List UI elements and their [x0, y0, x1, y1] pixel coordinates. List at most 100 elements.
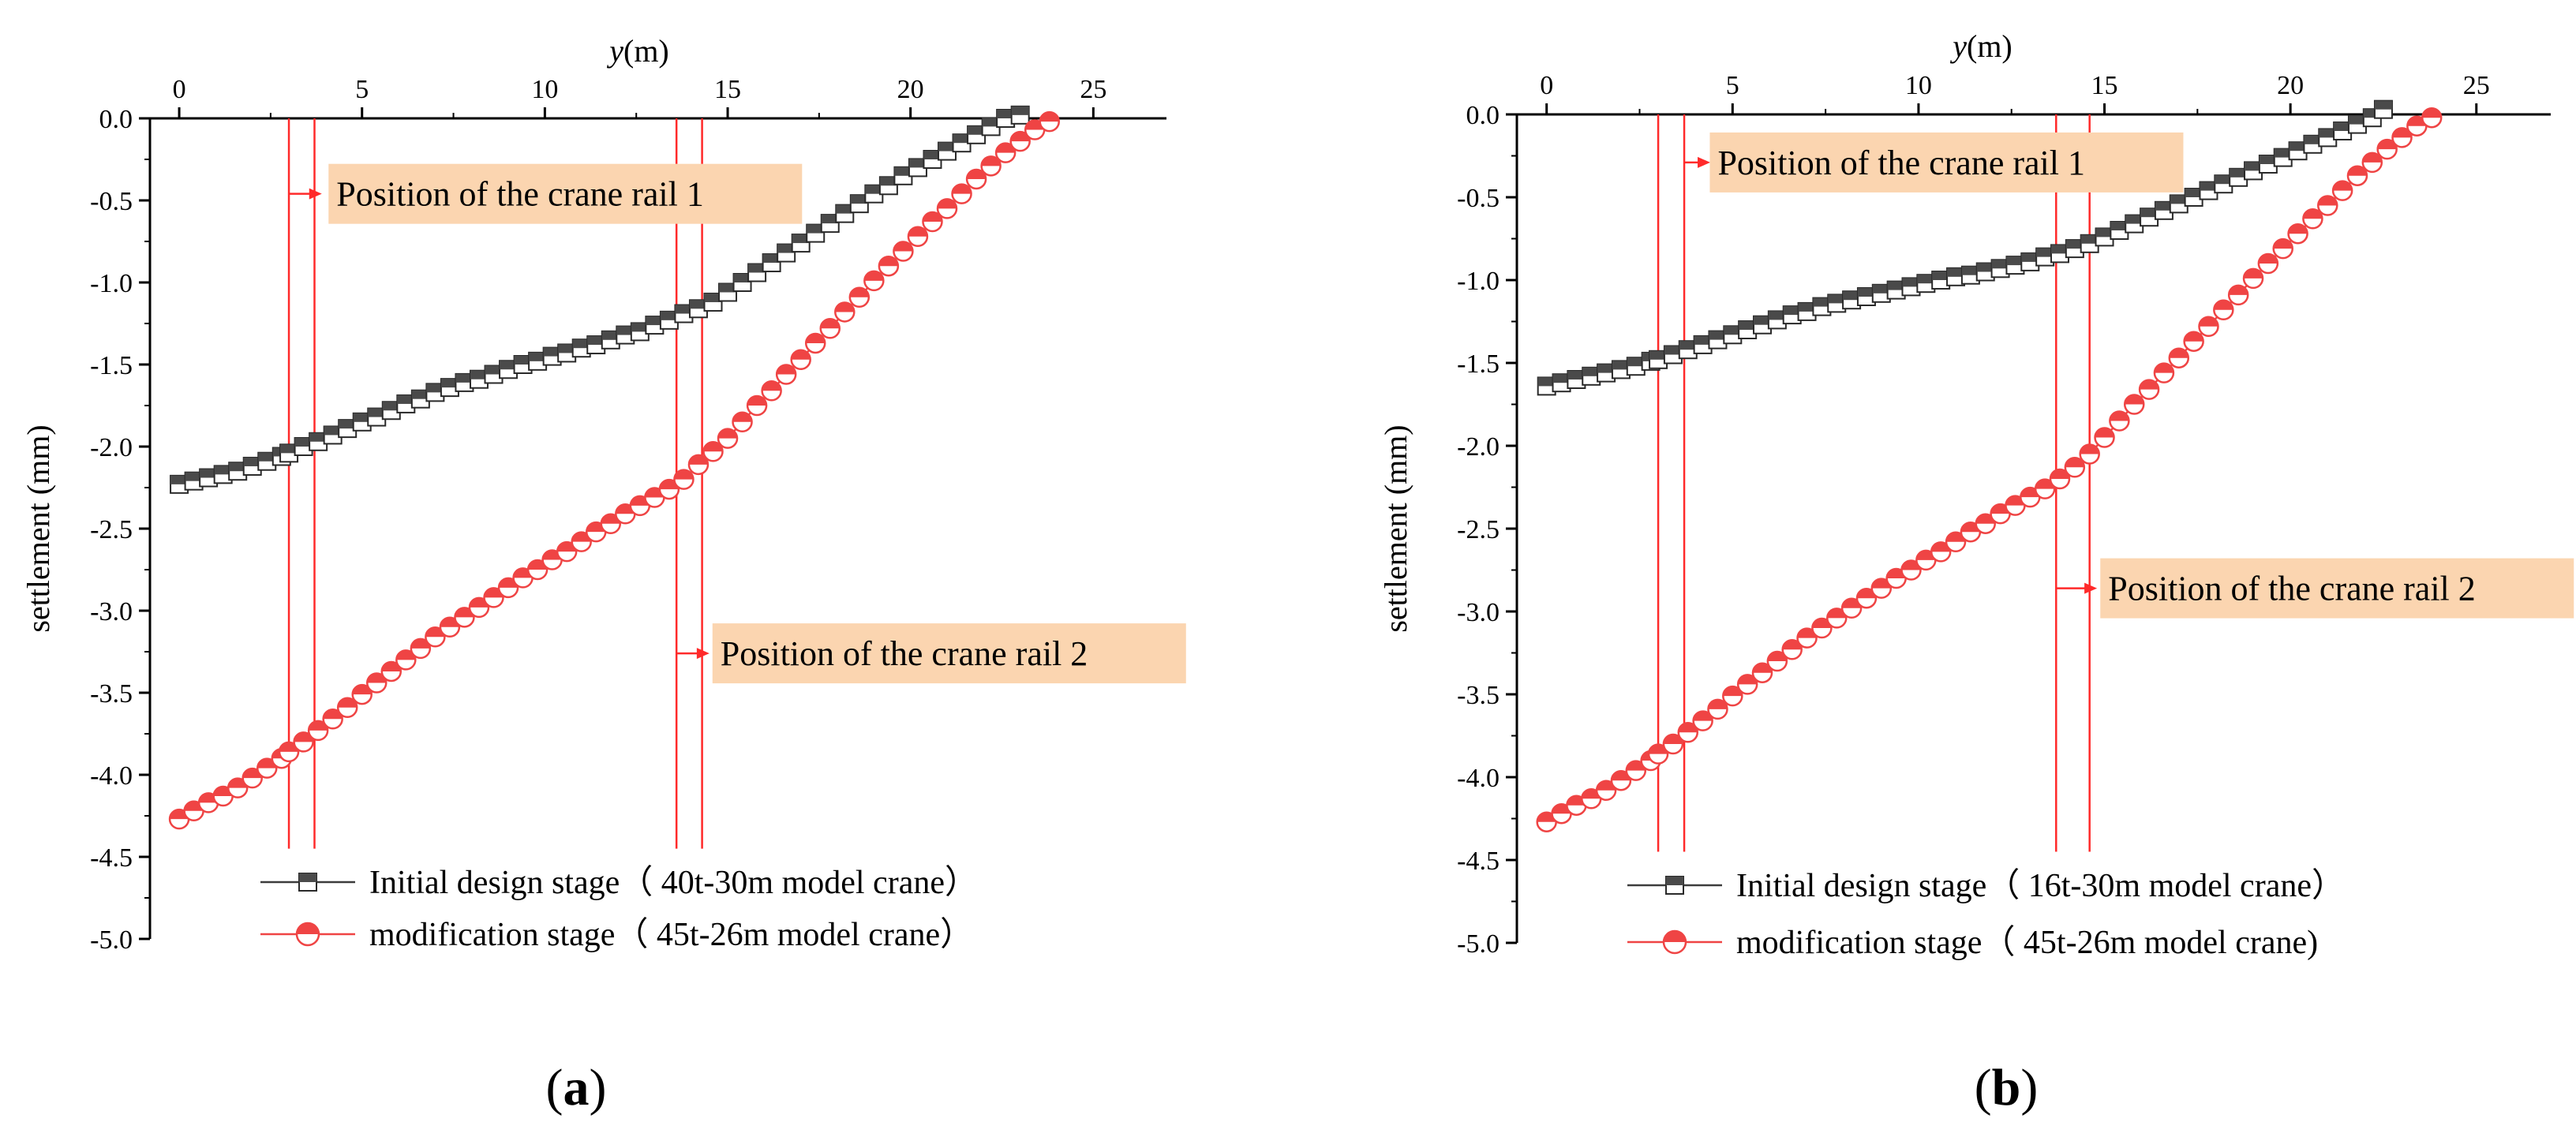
x-tick-label: 5 [1726, 71, 1739, 100]
data-point [893, 241, 914, 262]
data-point [469, 369, 489, 389]
data-point [791, 234, 811, 253]
x-axis-title: y(m) [1949, 28, 2012, 64]
data-point [2020, 486, 2041, 508]
y-tick-label: -1.5 [1457, 350, 1500, 379]
data-point [2257, 252, 2279, 275]
y-tick-label: -2.0 [1457, 432, 1500, 462]
y-ticks: 0.0 -0.5 -1.0 -1.5 -2.0 -2.5 -3.0 -3.5 -4.0 -4.5 -… [90, 105, 150, 955]
rail-lines [1657, 114, 2091, 852]
rail-lines [287, 118, 703, 849]
annotation-label: Position of the crane rail 2 [721, 634, 1088, 673]
data-point [2183, 331, 2204, 352]
x-axis-title: y(m) [606, 33, 669, 69]
x-tick-label: 10 [1905, 71, 1932, 100]
data-point [965, 168, 987, 190]
legend: Initial design stage（ 40t-30m model cran… [260, 865, 978, 953]
y-ticks: 0.0 -0.5 -1.0 -1.5 -2.0 -2.5 -3.0 -3.5 -4.0 -4.5 -… [1457, 101, 1517, 959]
annotation-box [1709, 132, 2184, 193]
data-point [410, 638, 432, 660]
data-point [242, 456, 262, 476]
data-point [571, 531, 592, 552]
data-point [455, 372, 474, 392]
data-point [703, 292, 723, 312]
data-point [732, 273, 752, 292]
data-point [1010, 105, 1030, 125]
data-point [775, 364, 797, 385]
data-point [2034, 478, 2056, 499]
y-tick-label: -4.0 [1457, 764, 1500, 793]
data-point [2346, 165, 2368, 186]
annotation-label: Position of the crane rail 1 [1717, 144, 2085, 182]
data-point [835, 204, 855, 223]
legend-marker-square-fill [299, 873, 316, 882]
data-point [1916, 274, 1936, 294]
plot-area: 0.0 -0.5 -1.0 -1.5 -2.0 -2.5 -3.0 -3.5 -4.0 -4.5 -… [90, 75, 1186, 955]
y-tick-label: -5.0 [90, 925, 133, 955]
data-point [2287, 222, 2308, 245]
x-tick-label: 25 [2463, 71, 2490, 100]
data-point [1766, 650, 1788, 672]
data-point [777, 243, 796, 263]
data-point [1551, 802, 1572, 825]
data-point [688, 299, 708, 319]
annotation-box [2100, 558, 2574, 619]
data-point [922, 211, 943, 233]
data-point [2227, 284, 2249, 306]
legend-label: modification stage（ 45t-26m model crane) [1736, 925, 2318, 961]
data-point [499, 360, 519, 380]
data-point [2153, 362, 2175, 383]
data-point [1796, 627, 1818, 649]
annotation-label: Position of the crane rail 1 [336, 175, 704, 214]
data-point [1781, 639, 1803, 660]
data-point [732, 411, 753, 433]
data-point [1692, 710, 1713, 731]
data-point [2258, 155, 2278, 174]
data-point [1751, 662, 1773, 683]
y-tick-label: -4.0 [90, 761, 133, 791]
annotation-arrowhead [696, 648, 710, 660]
data-point [848, 286, 871, 308]
data-point [616, 325, 635, 345]
x-tick-label: 20 [897, 75, 924, 104]
y-tick-label: -0.5 [90, 187, 133, 216]
legend: Initial design stage（ 16t-30m model cran… [1627, 868, 2345, 961]
data-point [2317, 195, 2338, 216]
panel-label-b: (b) [1975, 1059, 2039, 1116]
annotation-arrowhead [309, 188, 322, 200]
data-point [557, 343, 577, 363]
x-tick-label: 15 [714, 75, 741, 104]
annotation-box [712, 623, 1186, 684]
y-tick-label: -2.5 [90, 515, 133, 544]
x-tick-label: 25 [1080, 75, 1106, 104]
data-point [351, 683, 373, 705]
data-point [820, 214, 840, 234]
data-point [1736, 674, 1758, 695]
data-point [497, 577, 519, 599]
data-point [2213, 299, 2234, 321]
data-point [307, 720, 329, 742]
data-point [2361, 151, 2383, 174]
data-point [1677, 722, 1699, 743]
x-ticks: 0 5 10 15 20 25 [1540, 71, 2490, 114]
data-point [542, 346, 562, 366]
plot-area: 0.0 -0.5 -1.0 -1.5 -2.0 -2.5 -3.0 -3.5 -4.0 -4.5 -… [1457, 71, 2574, 961]
data-point [242, 767, 263, 789]
y-tick-label: -2.0 [90, 433, 133, 462]
y-tick-label: -3.0 [1457, 598, 1500, 627]
data-point [2080, 234, 2099, 253]
data-point [1945, 531, 1967, 553]
data-point [1930, 541, 1952, 563]
data-point [687, 454, 710, 476]
series-group [1536, 99, 2443, 832]
data-point [878, 255, 900, 277]
data-point [1840, 597, 1863, 619]
legend-marker-circle-fill [1664, 931, 1686, 942]
data-point [804, 332, 826, 354]
data-point [980, 155, 1002, 177]
panel-label-a: (a) [546, 1059, 607, 1116]
data-point [629, 495, 651, 517]
legend-label: Initial design stage（ 40t-30m model cran… [369, 865, 978, 901]
x-tick-label: 15 [2091, 71, 2118, 100]
data-point [2109, 410, 2130, 432]
